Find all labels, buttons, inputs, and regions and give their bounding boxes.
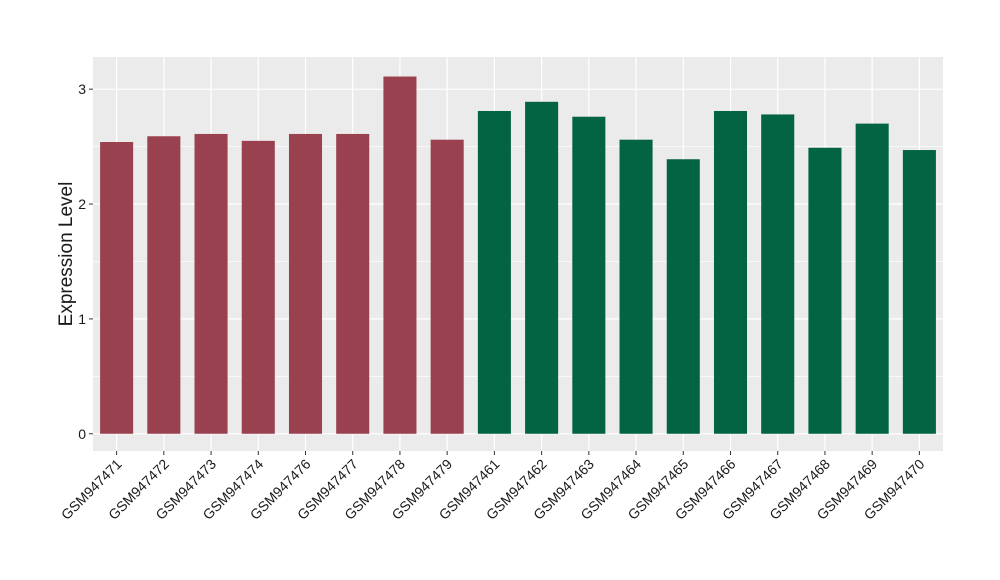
bar-GSM947468 (808, 147, 842, 434)
bar-GSM947469 (855, 123, 889, 434)
bar-GSM947466 (713, 110, 748, 434)
bars (100, 76, 936, 434)
bar-GSM947463 (572, 116, 606, 434)
bar-GSM947471 (100, 142, 134, 434)
plot-panel (93, 57, 943, 451)
y-tick-label: 3 (78, 81, 86, 97)
y-axis: 0 1 2 3 (78, 81, 93, 442)
bar-GSM947462 (525, 101, 559, 434)
bar-GSM947476 (288, 133, 323, 434)
x-axis: GSM947471GSM947472GSM947473GSM947474GSM9… (58, 451, 928, 523)
y-tick-label: 1 (78, 311, 86, 327)
bar-GSM947479 (430, 139, 464, 434)
bar-GSM947467 (761, 114, 795, 434)
bar-GSM947465 (666, 159, 700, 434)
y-axis-title: Expression Level (56, 182, 77, 327)
y-tick-label: 0 (78, 426, 86, 442)
y-tick-label: 2 (78, 196, 86, 212)
bar-GSM947461 (477, 110, 511, 434)
bar-GSM947473 (194, 133, 228, 434)
bar-GSM947474 (241, 140, 275, 434)
bar-GSM947464 (619, 139, 653, 434)
bar-GSM947478 (383, 76, 417, 434)
bar-GSM947470 (902, 150, 936, 434)
bar-GSM947472 (147, 136, 181, 434)
bar-GSM947477 (336, 133, 370, 434)
